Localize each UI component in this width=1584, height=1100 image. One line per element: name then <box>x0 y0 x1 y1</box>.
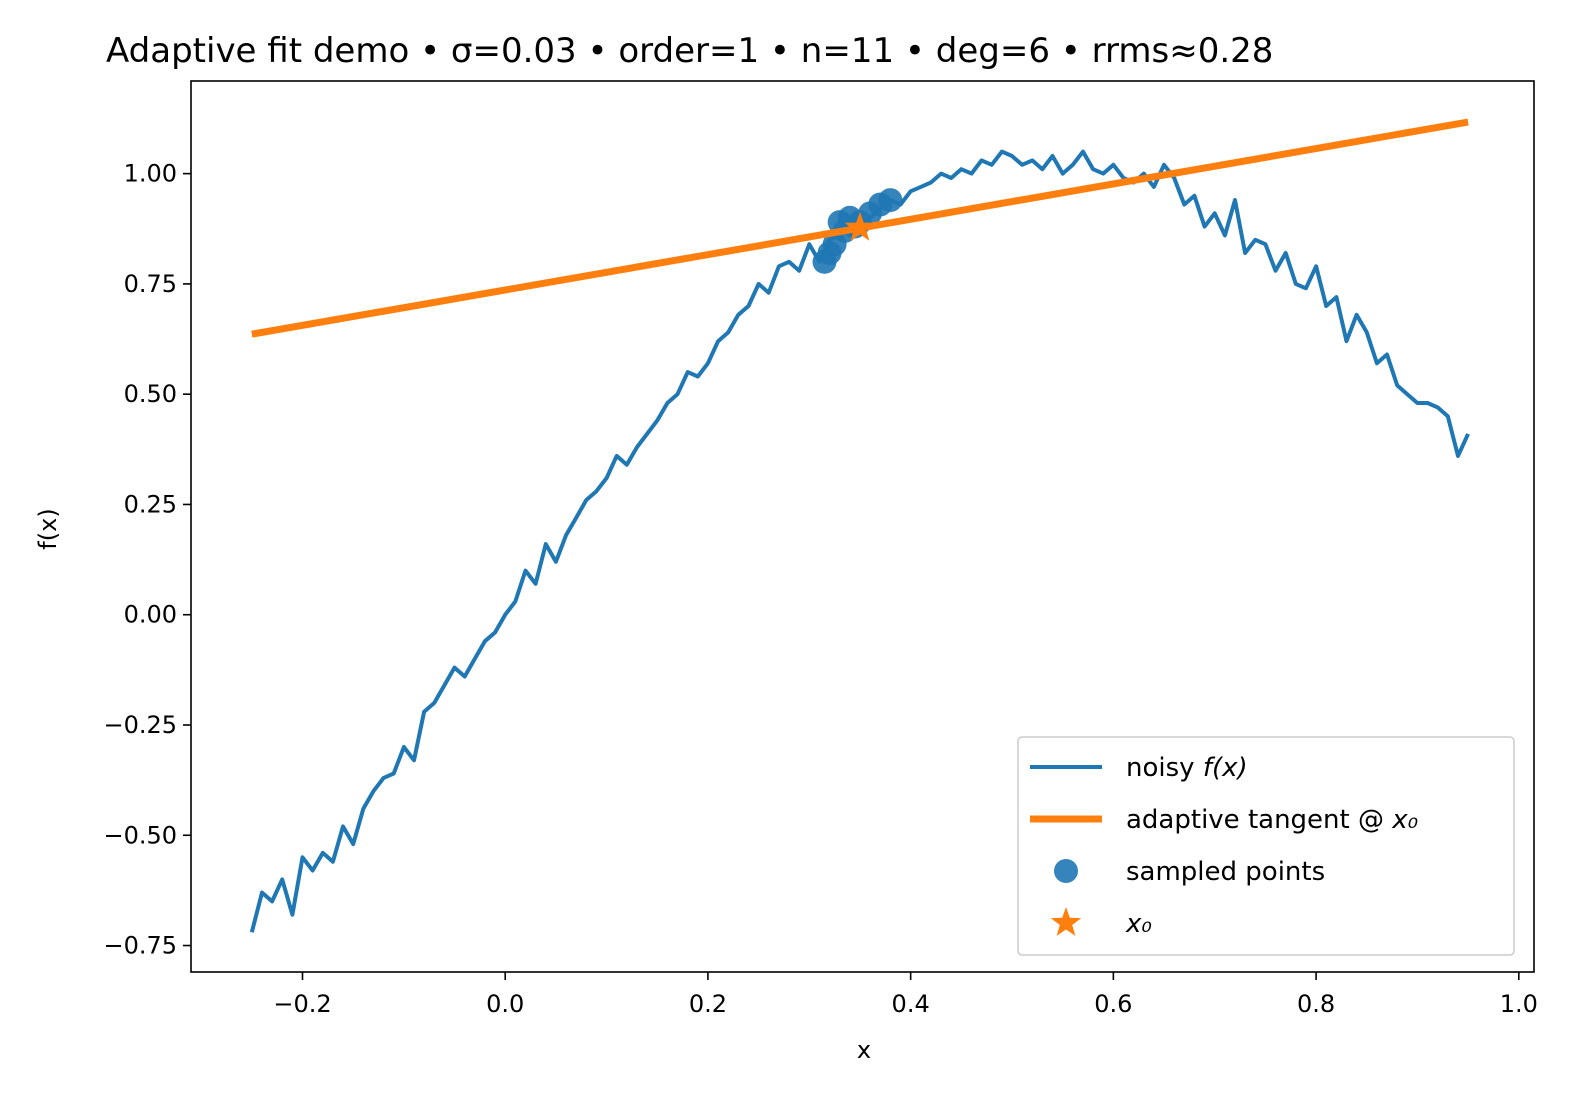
legend-label: adaptive tangent @ x₀ <box>1126 805 1419 835</box>
legend-box <box>1017 736 1515 956</box>
sampled-point <box>878 188 903 213</box>
legend-star-handle <box>1050 907 1082 936</box>
x-tick-label: −0.2 <box>273 990 331 1018</box>
x0-star-marker <box>844 211 876 241</box>
plot-frame <box>190 80 1535 973</box>
x-tick-label: 0.2 <box>689 990 727 1018</box>
x-axis-label: x <box>857 1036 871 1064</box>
legend-label: x₀ <box>1125 909 1152 939</box>
chart-title: Adaptive fit demo • σ=0.03 • order=1 • n… <box>106 31 1273 71</box>
x-tick-label: 0.6 <box>1094 990 1132 1018</box>
legend: noisy f(x) adaptive tangent @ x₀ sampled p… <box>1017 736 1515 956</box>
plot-series-group <box>249 118 1470 933</box>
x-tick-label: 0.8 <box>1297 990 1335 1018</box>
y-tick-label: −0.75 <box>103 932 177 960</box>
y-tick-label: 0.50 <box>124 380 177 408</box>
y-tick-label: 0.00 <box>124 601 177 629</box>
legend-label: noisy f(x) <box>1126 753 1248 783</box>
y-tick-label: −0.50 <box>103 821 177 849</box>
y-tick-label: 0.25 <box>124 490 177 518</box>
x-tick-label: 0.4 <box>892 990 930 1018</box>
x-tick-label: 1.0 <box>1500 990 1538 1018</box>
legend-dot-handle <box>1054 859 1078 883</box>
plot-area <box>249 118 1470 933</box>
y-axis: −0.75 −0.50 −0.25 0.00 0.25 0.50 0.75 1.00 <box>103 160 191 960</box>
x-tick-label: 0.0 <box>486 990 524 1018</box>
y-tick-label: 0.75 <box>124 270 177 298</box>
y-axis-label: f(x) <box>34 508 62 549</box>
x-axis: −0.2 0.0 0.2 0.4 0.6 0.8 1.0 <box>273 972 1538 1018</box>
y-tick-label: 1.00 <box>124 160 177 188</box>
y-tick-label: −0.25 <box>103 711 177 739</box>
legend-label: sampled points <box>1126 857 1325 887</box>
